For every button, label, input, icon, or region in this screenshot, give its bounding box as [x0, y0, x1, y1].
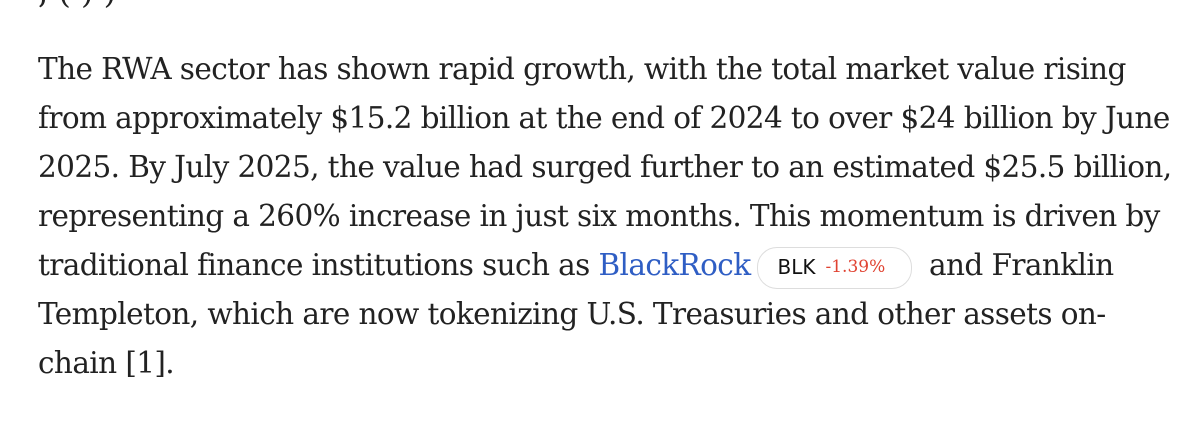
- paragraph-line: Templeton, which are now tokenizing U.S.…: [38, 297, 1106, 331]
- ticker-symbol: BLK: [777, 255, 816, 279]
- blackrock-link[interactable]: BlackRock: [598, 248, 751, 282]
- paragraph-line: from approximately $15.2 billion at the …: [38, 101, 1170, 135]
- paragraph-line: chain [1].: [38, 346, 175, 380]
- paragraph-line: traditional finance institutions such as…: [38, 241, 1178, 290]
- cut-off-previous-line: , ( ) ): [38, 0, 1168, 17]
- article-paragraph: The RWA sector has shown rapid growth, w…: [38, 45, 1178, 388]
- paragraph-text: traditional finance institutions such as: [38, 248, 590, 282]
- ticker-chip-blk[interactable]: BLK -1.39%: [756, 246, 913, 289]
- paragraph-text: and Franklin: [929, 248, 1114, 282]
- paragraph-line: representing a 260% increase in just six…: [38, 199, 1160, 233]
- paragraph-line: 2025. By July 2025, the value had surged…: [38, 150, 1172, 184]
- ticker-price-change: -1.39%: [825, 257, 886, 277]
- paragraph-line: The RWA sector has shown rapid growth, w…: [38, 52, 1126, 86]
